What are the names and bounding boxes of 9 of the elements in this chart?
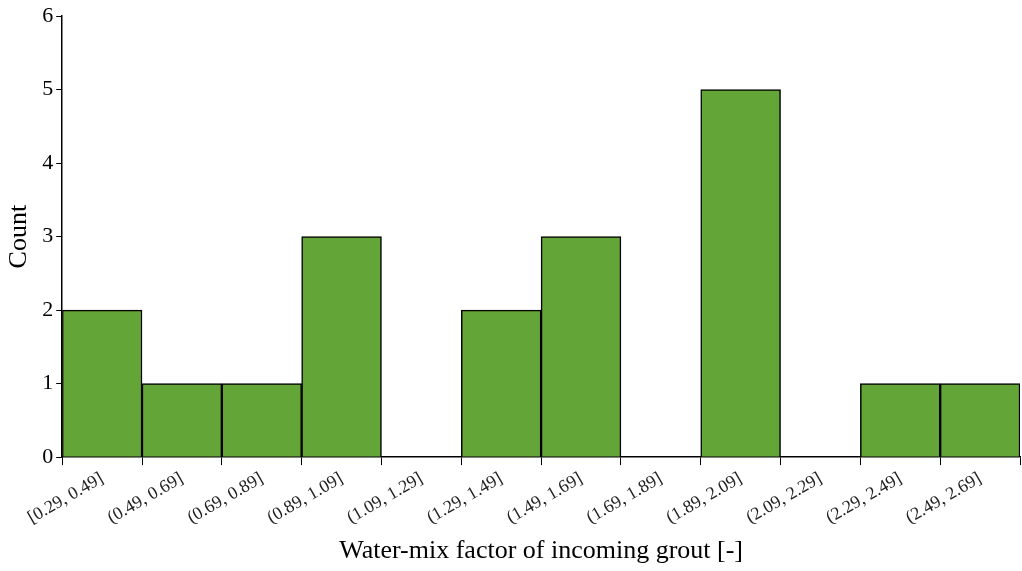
y-tick-label: 4 bbox=[42, 148, 54, 174]
x-axis-title: Water-mix factor of incoming grout [-] bbox=[339, 535, 744, 565]
y-tick-label: 0 bbox=[42, 442, 54, 468]
y-tick-label: 3 bbox=[42, 222, 54, 248]
y-tick-label: 1 bbox=[42, 369, 54, 395]
y-tick-label: 6 bbox=[42, 1, 54, 27]
y-tick-label: 5 bbox=[42, 75, 54, 101]
y-axis-title: Count bbox=[3, 204, 33, 269]
y-tick-label: 2 bbox=[42, 295, 54, 321]
